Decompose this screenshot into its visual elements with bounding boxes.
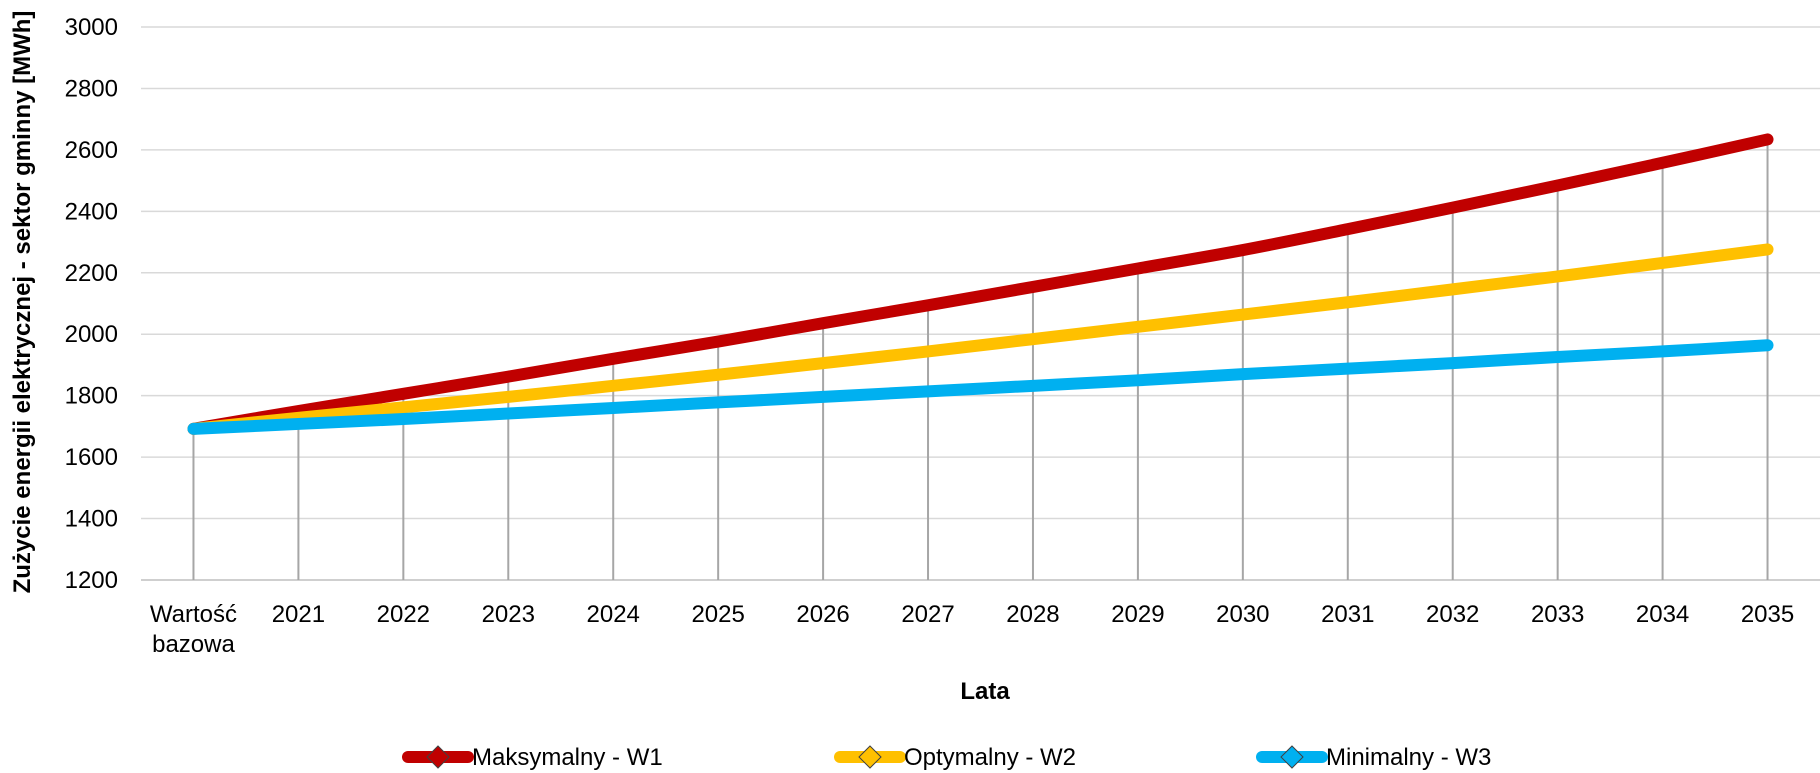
y-tick-label: 2600 [65,137,118,164]
y-tick-label: 2400 [65,198,118,225]
drop-lines [192,139,1769,580]
x-tick-label: Wartość bazowa [150,601,237,658]
y-tick-label: 1800 [65,383,118,410]
legend-diamond-marker [426,745,450,769]
y-tick-label: 3000 [65,14,118,41]
gridlines [141,26,1820,581]
x-tick-label: 2029 [1111,601,1164,628]
legend-item: Optymalny - W2 [834,744,1076,771]
series-line-2 [187,243,1774,435]
series-lines [187,133,1774,435]
x-tick-label: 2032 [1426,601,1479,628]
y-tick-label: 2800 [65,75,118,102]
legend-label: Optymalny - W2 [904,744,1076,771]
y-tick-label: 2200 [65,260,118,287]
series-line-3 [187,339,1774,435]
x-tick-label: 2022 [377,601,430,628]
legend-label: Maksymalny - W1 [472,744,663,771]
x-tick-label: 2031 [1321,601,1374,628]
legend-item: Maksymalny - W1 [402,744,663,771]
y-tick-label: 1400 [65,506,118,533]
legend-label: Minimalny - W3 [1326,744,1491,771]
y-axis-ticks: 1200 1400 1600 1800 2000 2200 2400 2600 2800 3000 [65,14,118,594]
y-axis-title: Zużycie energii elektrycznej - sektor gm… [9,11,36,594]
x-axis-ticks: Wartość bazowa 2021 2022 2023 2024 2025 2026 202… [150,601,1794,658]
legend-item: Minimalny - W3 [1256,744,1491,771]
x-tick-label: 2035 [1741,601,1794,628]
x-tick-label: 2023 [482,601,535,628]
y-tick-label: 1200 [65,567,118,594]
x-tick-label: 2021 [272,601,325,628]
x-tick-label: 2026 [796,601,849,628]
x-tick-label: 2028 [1006,601,1059,628]
x-tick-label: 2030 [1216,601,1269,628]
legend: Maksymalny - W1 Optymalny - W2 Minimalny -… [402,744,1491,771]
x-tick-label: 2025 [691,601,744,628]
x-tick-label: 2027 [901,601,954,628]
x-tick-label: 2033 [1531,601,1584,628]
y-tick-label: 2000 [65,321,118,348]
x-tick-label: 2024 [587,601,640,628]
x-tick-label: 2034 [1636,601,1689,628]
legend-diamond-marker [1280,745,1304,769]
legend-diamond-marker [858,745,882,769]
y-tick-label: 1600 [65,444,118,471]
x-axis-title: Lata [960,678,1010,705]
series-line-1 [187,133,1774,435]
